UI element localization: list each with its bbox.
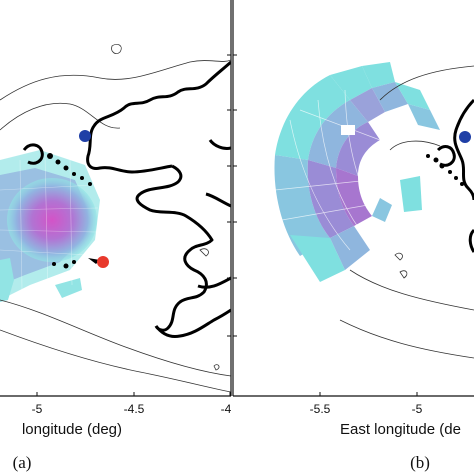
panel-a-xtick-1: -4.5 (124, 402, 145, 416)
panel-a-xlabel: longitude (deg) (22, 421, 122, 438)
panel-b-label: (b) (410, 453, 430, 472)
panel-a-coverage (0, 150, 100, 302)
panel-a-xtick-2: -4 (221, 402, 232, 416)
panel-a: -5 -4.5 -4 longitude (deg) (a) (0, 0, 232, 472)
panel-a-islands (47, 153, 100, 269)
panel-a-x-ticks (36, 392, 231, 396)
panel-b-xtick-1: -5 (412, 402, 423, 416)
blue-station-marker-b (459, 131, 471, 143)
panel-a-bathymetry (0, 44, 231, 393)
red-station-marker (97, 256, 109, 268)
panel-a-map (0, 44, 231, 393)
panel-b: -5.5 -5 East longitude (de (b) (232, 0, 474, 472)
panel-b-islands (426, 154, 464, 186)
panel-b-xtick-0: -5.5 (310, 402, 331, 416)
panel-b-coverage (274, 62, 440, 282)
panel-b-bathymetry (339, 65, 474, 359)
panel-a-y-ticks (227, 54, 231, 337)
panel-b-coastline (436, 98, 474, 253)
panel-b-x-ticks (319, 392, 418, 396)
panel-a-coastline (22, 60, 231, 338)
panel-a-xtick-0: -5 (32, 402, 43, 416)
panel-b-xlabel: East longitude (de (340, 421, 461, 438)
blue-station-marker (79, 130, 91, 142)
panel-b-map (274, 62, 474, 359)
panel-b-y-ticks (233, 54, 237, 337)
panel-a-label: (a) (13, 453, 32, 472)
